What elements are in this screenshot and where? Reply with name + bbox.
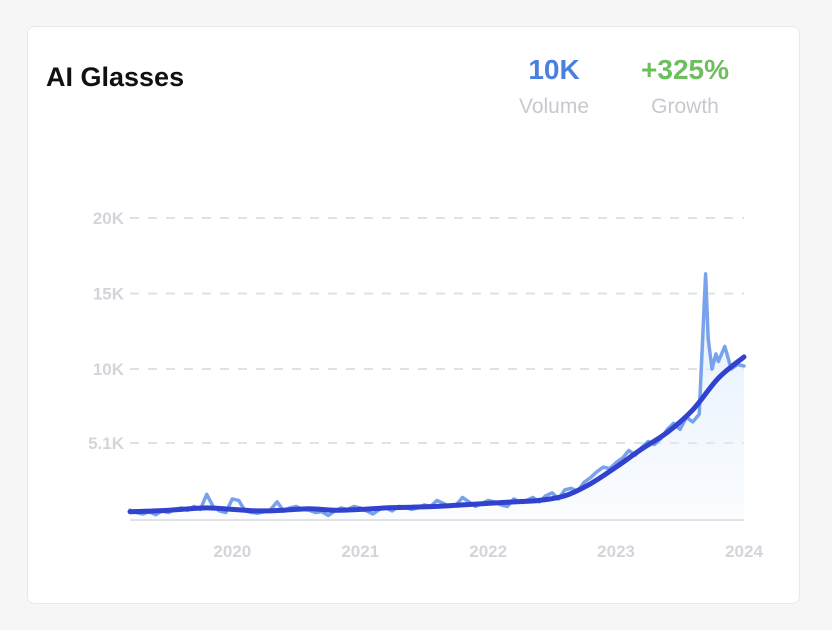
volume-metric: 10K Volume — [506, 52, 602, 122]
growth-metric: +325% Growth — [625, 52, 745, 122]
y-tick-label: 5.1K — [88, 434, 125, 453]
trend-series-line — [127, 354, 747, 515]
volume-label: Volume — [518, 95, 590, 118]
growth-value: +325% — [641, 54, 729, 85]
card-title: AI Glasses — [46, 62, 185, 92]
growth-label: Growth — [651, 95, 719, 118]
raw-series-area — [130, 273, 744, 520]
y-tick-label: 10K — [93, 360, 125, 379]
x-tick-label: 2023 — [597, 542, 635, 561]
x-tick-label: 2020 — [213, 542, 251, 561]
volume-value: 10K — [528, 54, 580, 85]
x-tick-label: 2024 — [725, 542, 763, 561]
x-tick-label: 2021 — [341, 542, 379, 561]
x-tick-label: 2022 — [469, 542, 507, 561]
y-tick-label: 20K — [93, 209, 125, 228]
y-tick-label: 15K — [93, 285, 125, 304]
